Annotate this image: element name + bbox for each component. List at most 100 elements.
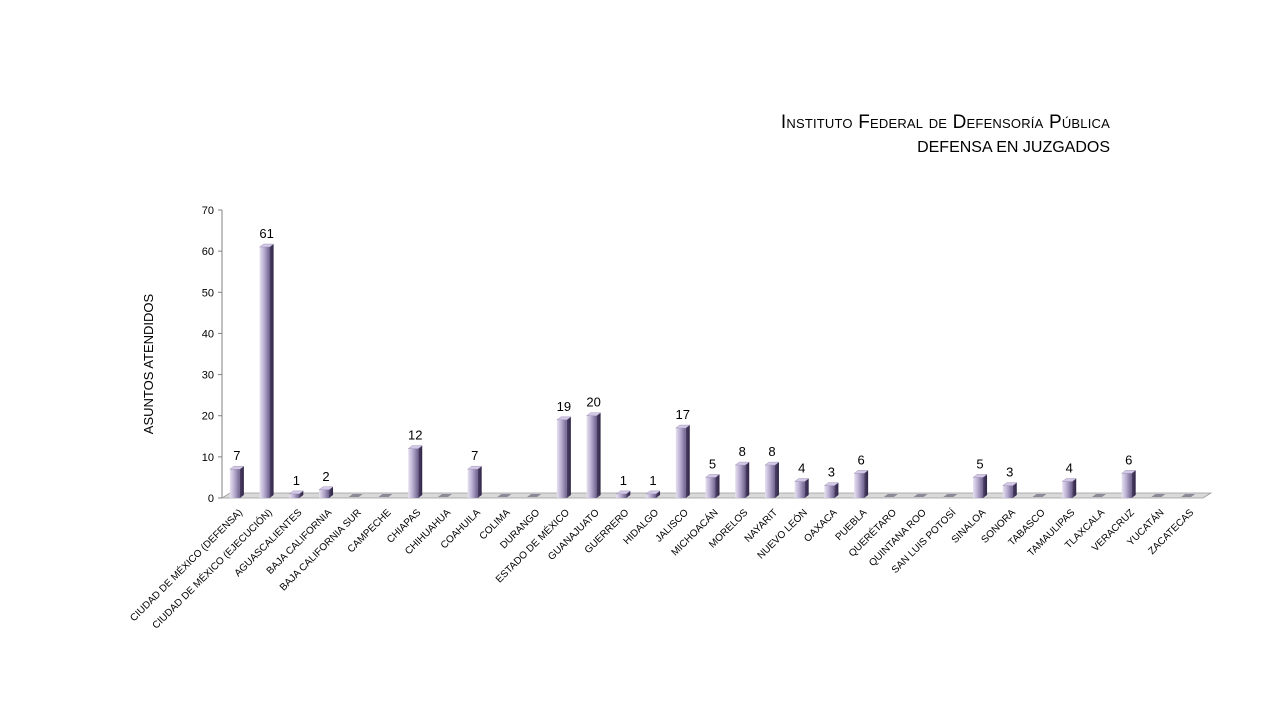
bar-front	[854, 473, 865, 498]
bar-top	[823, 482, 840, 486]
data-label: 12	[408, 428, 422, 443]
category-label: GUANAJUATO	[546, 507, 602, 563]
bar-top	[467, 466, 483, 470]
bar-side	[656, 490, 661, 498]
bar	[1151, 494, 1166, 497]
data-label: 20	[586, 395, 600, 410]
bar	[467, 466, 483, 498]
bar	[437, 494, 452, 497]
category-label: CIUDAD DE MÉXICO (EJECUCIÓN)	[149, 506, 274, 631]
bar-side	[774, 462, 779, 498]
bar	[675, 424, 691, 498]
bar-front	[616, 493, 627, 498]
category-label: NUEVO LEÓN	[754, 506, 810, 562]
bar-top	[1121, 470, 1137, 474]
data-label: 61	[259, 226, 273, 241]
data-label: 4	[798, 461, 805, 476]
bar-side	[1131, 470, 1136, 498]
bar-top	[258, 243, 275, 248]
data-label: 4	[1066, 461, 1073, 476]
data-label: 7	[233, 448, 240, 463]
bar-top	[764, 461, 780, 466]
bar-front	[735, 465, 746, 498]
bar-side	[269, 244, 274, 498]
data-label: 6	[858, 452, 865, 467]
data-label: 8	[739, 444, 746, 459]
bar-top	[972, 474, 988, 478]
bar-front	[229, 469, 240, 498]
chart-title-block: Instituto Federal de Defensoría Pública …	[781, 110, 1110, 159]
bar	[734, 461, 750, 498]
bar-side	[566, 416, 571, 498]
bar-top	[794, 478, 810, 482]
bar	[853, 470, 869, 498]
bar-top	[288, 490, 304, 495]
data-label: 8	[768, 444, 775, 459]
bar-side	[1072, 478, 1077, 498]
bar-top	[704, 474, 721, 478]
bar-side	[626, 490, 631, 498]
bar	[288, 490, 304, 498]
y-tick-label: 60	[202, 246, 214, 258]
bar-front	[646, 493, 657, 498]
bar	[1061, 478, 1077, 498]
chart-bars	[229, 243, 1196, 498]
bar-front	[764, 465, 775, 498]
y-tick-label: 0	[208, 493, 214, 505]
y-tick-label: 30	[202, 370, 214, 382]
bar-side	[418, 445, 423, 498]
data-label: 2	[322, 469, 329, 484]
bar-front	[1062, 481, 1073, 498]
bar-front	[289, 493, 300, 498]
data-label: 1	[649, 473, 656, 488]
bar-side	[685, 425, 690, 498]
data-label: 19	[557, 399, 571, 414]
bar-side	[745, 462, 750, 498]
bar-front	[467, 469, 478, 498]
y-tick-label: 20	[202, 411, 214, 423]
bar-front	[705, 477, 716, 498]
bar-front	[586, 415, 597, 498]
category-label: OAXACA	[802, 507, 839, 544]
bar-front	[319, 489, 330, 498]
bar-side	[477, 466, 482, 498]
bar-top	[675, 424, 691, 429]
bar-top	[645, 490, 661, 495]
bar	[318, 486, 334, 498]
bar-top	[615, 490, 631, 495]
bar	[972, 474, 988, 498]
bar-front	[794, 481, 805, 498]
chart-labels: ASUNTOS ATENDIDOS 7 CIUDAD DE MÉXICO (DEFE…	[127, 226, 1197, 631]
bar-front	[1002, 485, 1013, 498]
bar-side	[804, 478, 809, 498]
data-label: 7	[471, 448, 478, 463]
bar-front	[824, 485, 835, 498]
bar	[348, 494, 363, 497]
bar	[258, 243, 275, 498]
data-label: 3	[828, 465, 835, 480]
bar	[764, 461, 780, 498]
bar-top	[585, 412, 602, 416]
chart-subtitle: DEFENSA EN JUZGADOS	[917, 139, 1110, 156]
bar	[943, 494, 958, 497]
data-label: 5	[976, 456, 983, 471]
bar-top	[407, 445, 423, 449]
bar-front	[973, 477, 984, 498]
bar	[615, 490, 631, 498]
data-label: 1	[620, 473, 627, 488]
bar	[229, 466, 245, 498]
bar-front	[259, 247, 270, 498]
bar-front	[1121, 473, 1132, 498]
bar	[1121, 470, 1137, 498]
bar-side	[299, 490, 304, 498]
bar	[704, 474, 721, 498]
bar	[645, 490, 661, 498]
bar-front	[556, 419, 567, 498]
bar	[883, 494, 898, 497]
chart-axes: 0 10 20 30 40 50 60 70	[202, 205, 1213, 505]
chart-title: Instituto Federal de Defensoría Pública	[780, 112, 1110, 133]
bar-side	[983, 474, 988, 498]
bar	[1181, 494, 1196, 497]
bar-side	[329, 486, 334, 498]
bar	[1091, 494, 1106, 497]
